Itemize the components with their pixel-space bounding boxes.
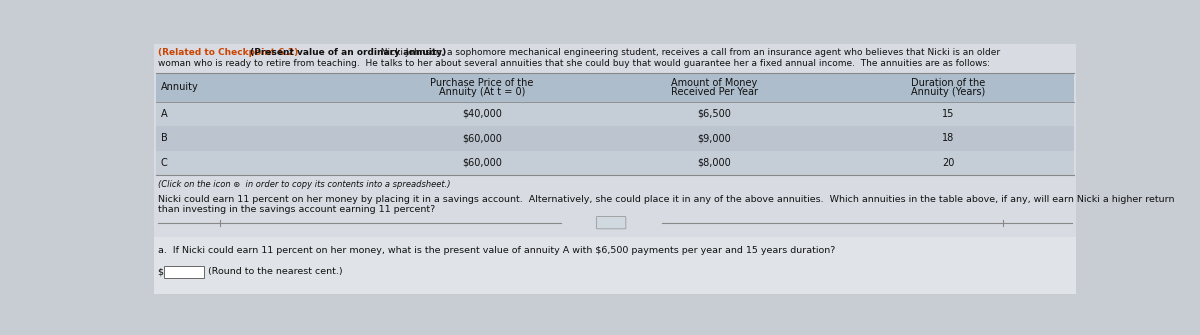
Text: a.  If Nicki could earn 11 percent on her money, what is the present value of an: a. If Nicki could earn 11 percent on her…: [157, 246, 835, 255]
Text: $9,000: $9,000: [697, 133, 731, 143]
Bar: [156, 126, 1074, 150]
Text: $6,500: $6,500: [697, 109, 731, 119]
Text: woman who is ready to retire from teaching.  He talks to her about several annui: woman who is ready to retire from teachi…: [157, 59, 990, 68]
Text: 20: 20: [942, 158, 954, 168]
Text: $: $: [157, 267, 163, 276]
Text: 15: 15: [942, 109, 954, 119]
Text: than investing in the savings account earning 11 percent?: than investing in the savings account ea…: [157, 205, 436, 214]
Text: ...: ...: [607, 218, 616, 227]
Text: B: B: [161, 133, 168, 143]
Text: (Present value of an ordinary annuity): (Present value of an ordinary annuity): [247, 48, 446, 57]
Text: (Round to the nearest cent.): (Round to the nearest cent.): [208, 267, 343, 276]
Text: Received Per Year: Received Per Year: [671, 87, 757, 97]
Text: Annuity (At t = 0): Annuity (At t = 0): [438, 87, 524, 97]
Text: $60,000: $60,000: [462, 133, 502, 143]
Text: Annuity: Annuity: [161, 82, 199, 92]
Text: Duration of the: Duration of the: [911, 77, 985, 87]
Text: Nicki Johnson, a sophomore mechanical engineering student, receives a call from : Nicki Johnson, a sophomore mechanical en…: [376, 48, 1001, 57]
Bar: [156, 150, 1074, 175]
Text: $60,000: $60,000: [462, 158, 502, 168]
Text: (Related to Checkpoint 6.2): (Related to Checkpoint 6.2): [157, 48, 298, 57]
Bar: [156, 102, 1074, 126]
Text: Annuity (Years): Annuity (Years): [911, 87, 985, 97]
Text: Nicki could earn 11 percent on her money by placing it in a savings account.  Al: Nicki could earn 11 percent on her money…: [157, 195, 1175, 204]
Text: 18: 18: [942, 133, 954, 143]
FancyBboxPatch shape: [596, 216, 626, 229]
Text: $8,000: $8,000: [697, 158, 731, 168]
Bar: [164, 266, 204, 278]
Bar: [156, 73, 1074, 102]
Text: C: C: [161, 158, 168, 168]
Text: (Click on the icon ⊛  in order to copy its contents into a spreadsheet.): (Click on the icon ⊛ in order to copy it…: [157, 180, 450, 189]
Text: Amount of Money: Amount of Money: [671, 77, 757, 87]
Text: A: A: [161, 109, 168, 119]
Bar: [154, 237, 1076, 294]
Text: $40,000: $40,000: [462, 109, 502, 119]
Text: Purchase Price of the: Purchase Price of the: [430, 77, 533, 87]
